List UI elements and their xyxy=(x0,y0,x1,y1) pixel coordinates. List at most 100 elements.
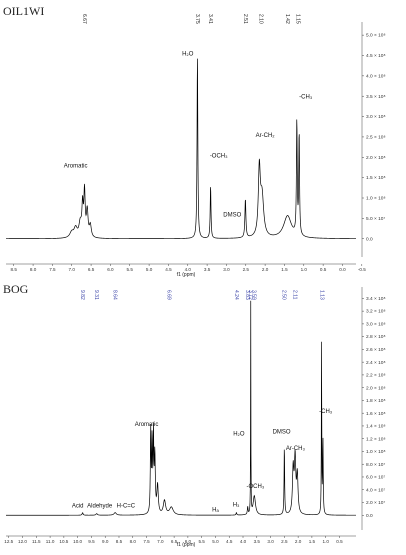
x-tick-label: 7.5 xyxy=(49,267,56,272)
x-tick-label: 8.0 xyxy=(130,539,137,544)
peak-label: 6.67 xyxy=(81,14,87,24)
peak-annotation: Hₐ xyxy=(212,507,219,513)
peak-label: 2.51 xyxy=(242,14,248,24)
annotation-group: Aromatic H₂O -OCH₃ DMSO Ar-CH₂ -CH₃ xyxy=(64,52,313,219)
peak-annotation: -CH₃ xyxy=(319,409,333,415)
x-axis-label: f1 (ppm) xyxy=(177,542,196,548)
y-tick-label: 6.0 × 10⁷ xyxy=(366,475,385,481)
x-tick-label: 3.0 xyxy=(223,267,230,272)
peak-label: 9.31 xyxy=(93,290,99,300)
peak-label: 3.41 xyxy=(207,14,213,24)
spectrum-trace xyxy=(6,58,357,240)
y-tick-label: 1.4 × 10⁸ xyxy=(366,424,386,430)
y-tick-label: 3.5 × 10⁸ xyxy=(366,94,386,100)
peak-label: 3.83 xyxy=(244,290,250,300)
x-tick-label: 6.0 xyxy=(185,539,192,544)
peak-annotation: H₂O xyxy=(182,52,194,58)
spectrum-trace xyxy=(6,300,356,516)
x-tick-label: 8.0 xyxy=(30,267,37,272)
x-tick-label: 2.5 xyxy=(281,539,288,544)
y-tick-label: 5.0 × 10⁷ xyxy=(366,216,385,222)
peak-label-text: 9.31 xyxy=(93,290,99,300)
x-tick-label: 1.5 xyxy=(281,267,288,272)
x-tick-label: 12.5 xyxy=(4,539,13,544)
y-tick-label: 0.0 xyxy=(366,513,373,519)
peak-annotation: Aldehyde xyxy=(87,504,113,510)
peak-label-text: 1.13 xyxy=(319,290,325,300)
peak-label-text: 3.83 xyxy=(244,290,250,300)
peak-label: 1.13 xyxy=(319,290,325,300)
x-tick-label: 3.5 xyxy=(254,539,261,544)
peak-label: 3.72 xyxy=(247,290,253,300)
peak-label: 2.50 xyxy=(281,290,287,300)
spectrum-panel-oil1wi: OIL1WI 6.67 3.75 3.41 2.51 2.10 1.42 1.15 0.0 5… xyxy=(3,4,386,278)
x-tick-label: 2.5 xyxy=(243,267,250,272)
y-tick-label: 3.0 × 10⁸ xyxy=(366,321,386,327)
peak-label: 1.42 xyxy=(284,14,290,24)
y-tick-label: 8.0 × 10⁷ xyxy=(366,462,385,468)
y-tick-label: 2.0 × 10⁸ xyxy=(366,155,386,161)
y-tick-label: 1.0 × 10⁸ xyxy=(366,449,386,455)
sample-name-oil1wi: OIL1WI xyxy=(3,4,44,18)
x-tick-label: 4.0 xyxy=(240,539,247,544)
sample-name-bog: BOG xyxy=(3,282,29,296)
y-tick-label: 2.4 × 10⁸ xyxy=(366,360,386,366)
peak-label-text: 9.82 xyxy=(79,290,85,300)
y-tick-label: 1.2 × 10⁸ xyxy=(366,436,386,442)
peak-label: 2.10 xyxy=(258,14,264,24)
y-tick-label: 1.8 × 10⁸ xyxy=(366,398,386,404)
peak-label-group: 9.82 9.31 8.64 6.69 4.24 3.833.723.59 2.50 2.11… xyxy=(79,290,325,300)
peak-annotation: Ar-CH₂ xyxy=(256,133,276,139)
peak-label-text: 2.10 xyxy=(258,14,264,24)
peak-label: 6.69 xyxy=(165,290,171,300)
spectrum-panel-bog: BOG 9.82 9.31 8.64 6.69 4.24 3.833.723.59 2.50… xyxy=(3,282,386,548)
peak-annotation: H₂O xyxy=(233,432,245,438)
peak-annotation: DMSO xyxy=(223,212,241,218)
y-tick-label: 2.0 × 10⁷ xyxy=(366,500,385,506)
x-tick-label: 5.0 xyxy=(212,539,219,544)
peak-annotation: H₃ xyxy=(233,502,240,508)
peak-label-text: 6.67 xyxy=(81,14,87,24)
x-tick-label: 0.0 xyxy=(339,267,346,272)
annotation-group: Acid Aldehyde H-C=C Aromatic H₂O -OCH₃ H₃ Hₐ DMS… xyxy=(72,409,333,513)
y-tick-label: 2.2 × 10⁸ xyxy=(366,373,386,379)
x-tick-label: 1.5 xyxy=(309,539,316,544)
peak-label: 8.64 xyxy=(112,290,118,300)
x-tick-label: 11.5 xyxy=(32,539,41,544)
x-axis-label: f1 (ppm) xyxy=(177,272,196,278)
y-tick-label: 3.0 × 10⁸ xyxy=(366,114,386,120)
x-tick-label: 11.0 xyxy=(46,539,55,544)
y-tick-label: 1.5 × 10⁸ xyxy=(366,175,386,181)
peak-annotation: Aromatic xyxy=(64,163,88,169)
peak-label: 9.82 xyxy=(79,290,85,300)
x-tick-label: 1.0 xyxy=(301,267,308,272)
peak-label: 3.75 xyxy=(194,14,200,24)
x-tick-label: 6.5 xyxy=(171,539,178,544)
peak-label-text: 3.72 xyxy=(247,290,253,300)
peak-annotation: H-C=C xyxy=(117,504,136,510)
y-tick-label: 4.5 × 10⁸ xyxy=(366,53,386,59)
x-tick-label: 10.5 xyxy=(59,539,68,544)
y-tick-label: 3.2 × 10⁸ xyxy=(366,309,386,315)
x-tick-label: -0.5 xyxy=(358,267,366,272)
peak-label: 1.15 xyxy=(294,14,300,24)
y-tick-label: 2.8 × 10⁸ xyxy=(366,334,386,340)
x-tick-label: 0.5 xyxy=(336,539,343,544)
y-tick-label: 2.6 × 10⁸ xyxy=(366,347,386,353)
x-tick-label: 3.5 xyxy=(204,267,211,272)
x-tick-label: 5.5 xyxy=(127,267,134,272)
y-tick-label: 4.0 × 10⁷ xyxy=(366,487,385,493)
x-tick-label: 5.5 xyxy=(198,539,205,544)
peak-label: 3.59 xyxy=(251,290,257,300)
x-tick-label: 12.0 xyxy=(18,539,27,544)
y-tick-label: 5.0 × 10⁸ xyxy=(366,33,386,39)
x-tick-label: 3.0 xyxy=(267,539,274,544)
peak-label: 4.24 xyxy=(233,290,239,300)
x-tick-label: 7.5 xyxy=(143,539,150,544)
peak-label-text: 6.69 xyxy=(165,290,171,300)
x-tick-label: 6.0 xyxy=(107,267,114,272)
x-tick-label: 2.0 xyxy=(295,539,302,544)
x-tick-label: 8.5 xyxy=(11,267,18,272)
x-tick-label: 9.5 xyxy=(88,539,95,544)
peak-annotation: DMSO xyxy=(273,430,291,436)
